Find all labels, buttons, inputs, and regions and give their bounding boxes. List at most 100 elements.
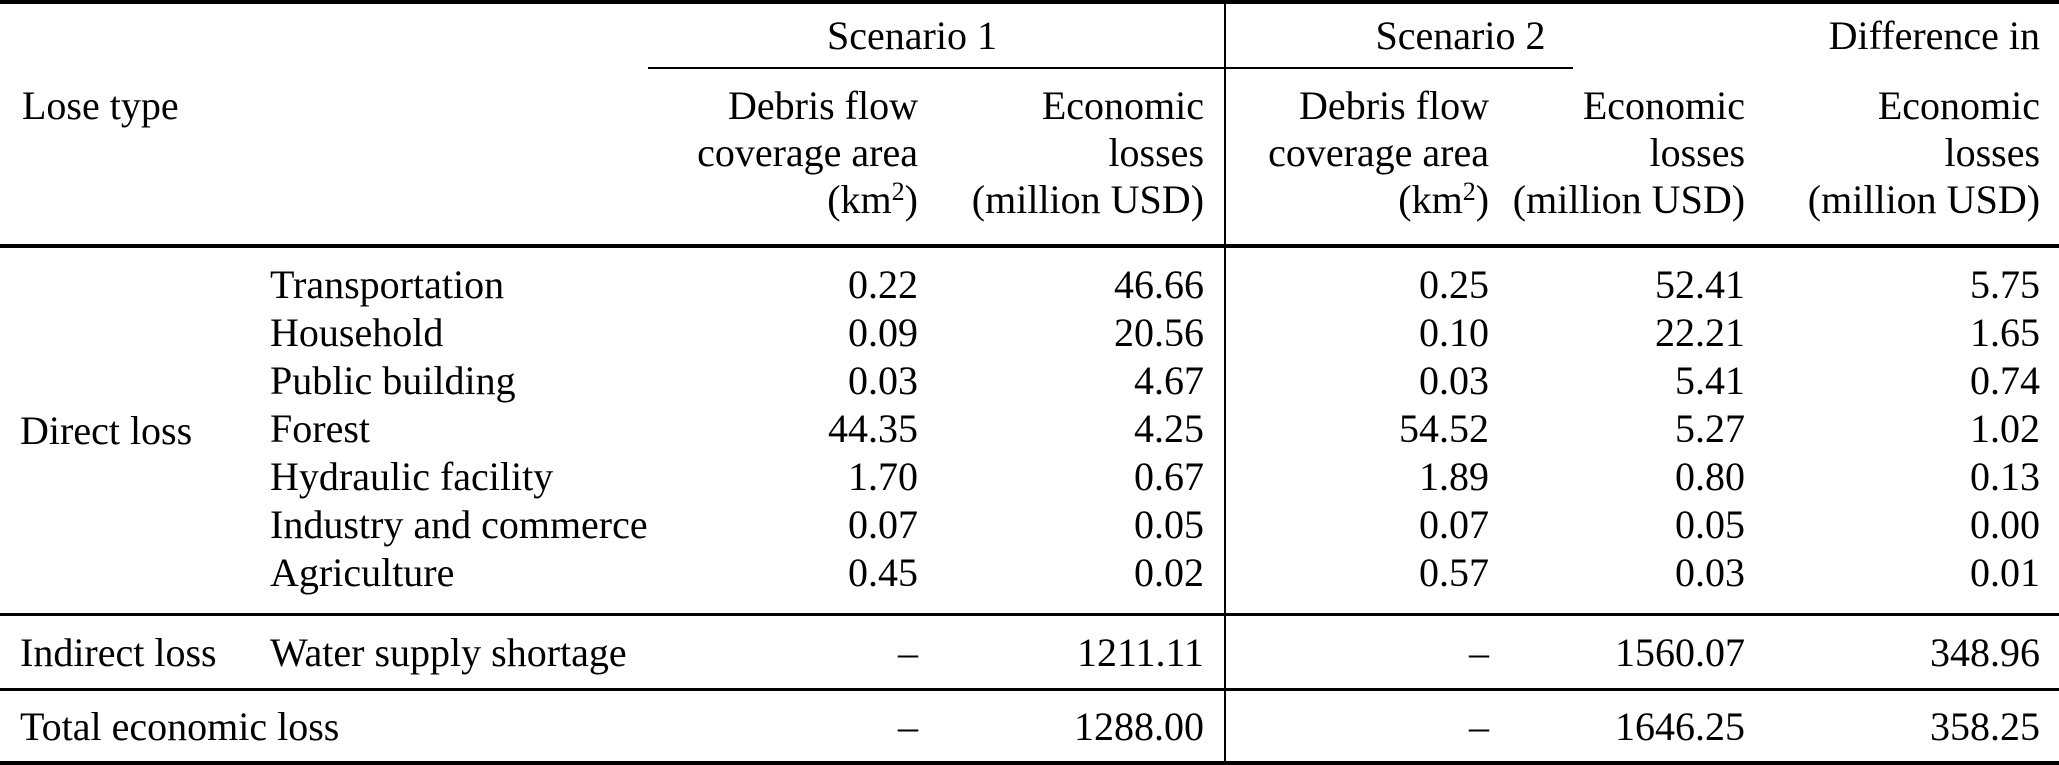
row-public-building: Public building 0.03 4.67 0.03 5.41 0.74 (0, 356, 2059, 404)
total-section: Total economic loss – 1288.00 – 1646.25 … (0, 688, 2059, 765)
cell-item: Transportation (270, 261, 505, 307)
cell-s1-economic-loss: 1211.11 (920, 613, 1226, 690)
cell-s2-coverage-area: 54.52 (1224, 404, 1498, 452)
cell-s2-economic-loss: 1560.07 (1497, 613, 1776, 690)
cell-s1-coverage-area: 0.45 (848, 549, 918, 595)
header-line: (million USD) (1512, 177, 1746, 222)
cell-s2-coverage-area: 0.03 (1224, 356, 1498, 404)
row-hydraulic-facility: Hydraulic facility 1.70 0.67 1.89 0.80 0… (0, 452, 2059, 500)
header-lose-type: Lose type (0, 66, 600, 248)
cell-difference: 0.74 (1970, 357, 2041, 403)
cell-s2-economic-loss: 0.03 (1675, 549, 1746, 595)
subheader-s2-economic-losses: Economic losses (million USD) (1497, 66, 1776, 248)
row-household: Household 0.09 20.56 0.10 22.21 1.65 (0, 308, 2059, 356)
cell-difference: 0.13 (1970, 453, 2041, 499)
row-transportation: Direct loss Transportation 0.22 46.66 0.… (0, 246, 2059, 453)
scenario-group-underline (648, 67, 1573, 69)
cell-s2-economic-loss: 22.21 (1655, 309, 1746, 355)
row-agriculture: Agriculture 0.45 0.02 0.57 0.03 0.01 (0, 548, 2059, 615)
cell-s1-economic-loss: 4.67 (1134, 357, 1205, 403)
cell-s1-coverage-area: 0.07 (848, 501, 918, 547)
direct-loss-section: Direct loss Transportation 0.22 46.66 0.… (0, 246, 2059, 615)
header-subrow: Lose type Debris flow coverage area (km2… (0, 66, 2059, 248)
cell-item: Agriculture (270, 549, 455, 595)
cell-total-label: Total economic loss (0, 688, 600, 765)
cell-s2-economic-loss: 52.41 (1655, 261, 1746, 307)
indirect-loss-section: Indirect loss Water supply shortage – 12… (0, 613, 2059, 690)
header-line: (km2) (1226, 176, 1489, 228)
cell-s2-coverage-area: 1.89 (1224, 452, 1498, 500)
header-line: losses (1108, 130, 1205, 175)
cell-s1-coverage-area: 44.35 (828, 405, 918, 451)
unit-text: ) (1475, 177, 1490, 222)
cell-group-label: Indirect loss (0, 613, 245, 690)
header-line: (km2) (600, 176, 918, 228)
subheader-s1-economic-losses: Economic losses (million USD) (920, 66, 1226, 248)
cell-s2-economic-loss: 1646.25 (1497, 688, 1776, 765)
row-industry-commerce: Industry and commerce 0.07 0.05 0.07 0.0… (0, 500, 2059, 548)
cell-s1-coverage-area: 0.22 (848, 261, 918, 307)
header-line: coverage area (697, 130, 918, 175)
subheader-difference-economic-losses: Economic losses (million USD) (1775, 66, 2059, 248)
cell-s1-coverage-area: – (600, 613, 920, 690)
cell-difference: 1.65 (1970, 309, 2041, 355)
cell-item: Public building (270, 357, 516, 403)
header-spacer (0, 0, 600, 66)
cell-s1-coverage-area: 0.03 (848, 357, 918, 403)
unit-text: ) (904, 177, 918, 222)
cell-difference: 358.25 (1775, 688, 2059, 765)
cell-s1-economic-loss: 0.05 (1134, 501, 1205, 547)
superscript-2: 2 (1462, 177, 1476, 206)
unit-text: (km (827, 177, 892, 222)
header-scenario-1: Scenario 1 (600, 0, 1226, 66)
cell-item: Hydraulic facility (270, 453, 554, 499)
cell-difference: 0.00 (1970, 501, 2041, 547)
cell-s2-coverage-area: 0.07 (1224, 500, 1498, 548)
row-indirect-loss: Indirect loss Water supply shortage – 12… (0, 613, 2059, 690)
cell-difference: 5.75 (1970, 261, 2041, 307)
unit-text: (km (1398, 177, 1463, 222)
cell-group-label: Direct loss (20, 408, 193, 453)
cell-s1-economic-loss: 1288.00 (920, 688, 1226, 765)
cell-s2-coverage-area: 0.10 (1224, 308, 1498, 356)
row-total: Total economic loss – 1288.00 – 1646.25 … (0, 688, 2059, 765)
superscript-2: 2 (891, 177, 905, 206)
header-group-row: Scenario 1 Scenario 2 Difference in (0, 0, 2059, 66)
subheader-s2-coverage-area: Debris flow coverage area (km2) (1224, 66, 1498, 248)
header-line: losses (1944, 130, 2041, 175)
header-line: Debris flow (1299, 83, 1490, 128)
cell-s1-economic-loss: 4.25 (1134, 405, 1205, 451)
cell-s1-coverage-area: 0.09 (848, 309, 918, 355)
cell-s2-economic-loss: 5.27 (1675, 405, 1746, 451)
cell-s1-economic-loss: 46.66 (1114, 261, 1205, 307)
header-line: losses (1649, 130, 1746, 175)
header-line: Economic (1582, 83, 1746, 128)
header-line: (million USD) (1807, 177, 2041, 222)
cell-s2-coverage-area: – (1224, 613, 1498, 690)
header-line: coverage area (1268, 130, 1490, 175)
cell-s2-economic-loss: 5.41 (1675, 357, 1746, 403)
cell-s2-economic-loss: 0.05 (1675, 501, 1746, 547)
subheader-s1-coverage-area: Debris flow coverage area (km2) (600, 66, 920, 248)
cell-s2-economic-loss: 0.80 (1675, 453, 1746, 499)
cell-difference: 348.96 (1775, 613, 2059, 690)
cell-item: Water supply shortage (245, 613, 627, 690)
cell-s2-coverage-area: 0.57 (1224, 548, 1498, 615)
cell-item: Forest (270, 405, 370, 451)
cell-s1-economic-loss: 0.67 (1134, 453, 1205, 499)
cell-s2-coverage-area: 0.25 (1224, 246, 1498, 308)
row-forest: Forest 44.35 4.25 54.52 5.27 1.02 (0, 404, 2059, 452)
header-difference-in: Difference in (1775, 0, 2059, 66)
cell-s1-coverage-area: 1.70 (848, 453, 918, 499)
header-line: (million USD) (971, 177, 1205, 222)
header-line: Economic (1041, 83, 1205, 128)
cell-item: Household (270, 309, 444, 355)
cell-s2-coverage-area: – (1224, 688, 1498, 765)
header-line: Economic (1877, 83, 2041, 128)
cell-difference: 1.02 (1970, 405, 2041, 451)
cell-s1-economic-loss: 20.56 (1114, 309, 1205, 355)
cell-s1-coverage-area: – (600, 688, 920, 765)
cell-s1-economic-loss: 0.02 (1134, 549, 1205, 595)
